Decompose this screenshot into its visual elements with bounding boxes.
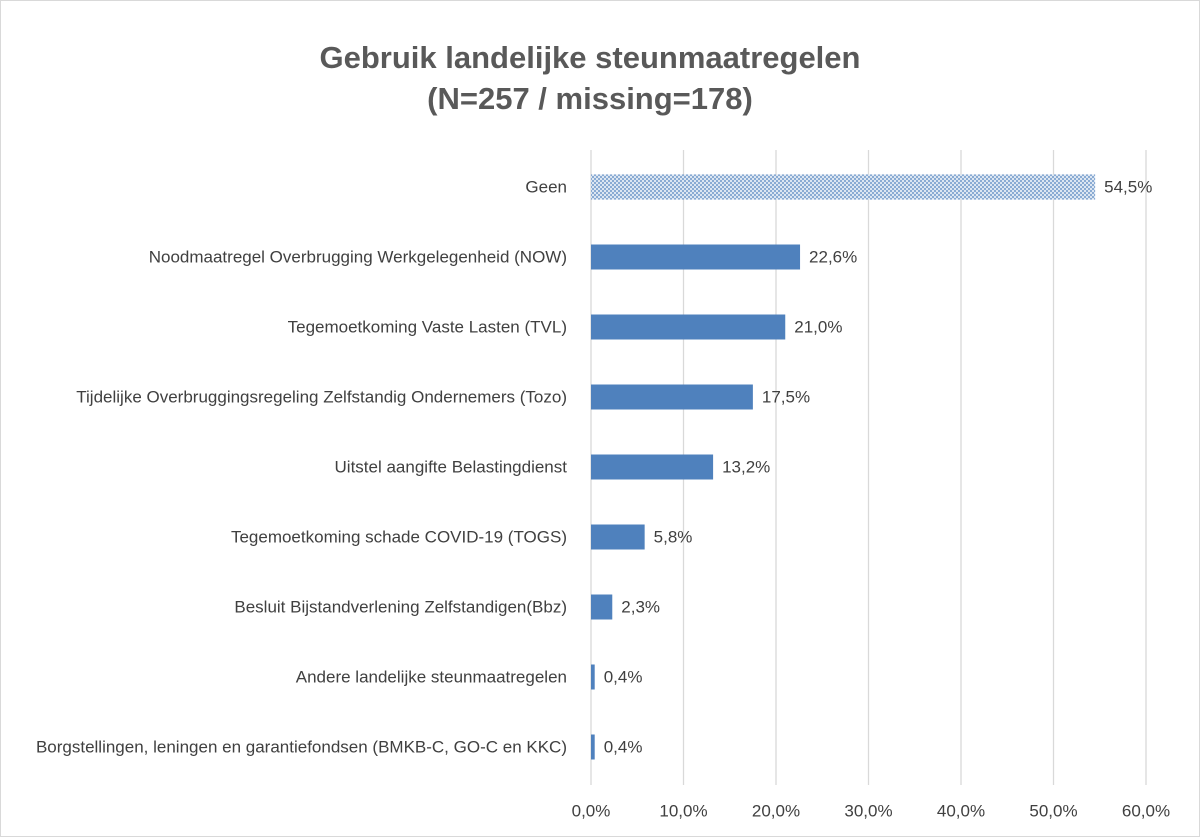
bar [591,174,1096,200]
y-tick-label: Geen [525,177,567,197]
bar [591,734,595,760]
bar [591,384,753,410]
category-label-box: Tegemoetkoming schade COVID-19 (TOGS) [10,526,567,549]
y-tick-label: Uitstel aangifte Belastingdienst [334,457,567,477]
x-tick-label: 30,0% [844,801,892,820]
x-tick-label: 10,0% [659,801,707,820]
chart-subtitle: (N=257 / missing=178) [427,81,753,116]
category-label-box: Uitstel aangifte Belastingdienst [10,456,567,479]
value-label: 22,6% [809,247,857,266]
y-tick-label: Tijdelijke Overbruggingsregeling Zelfsta… [76,387,567,407]
y-tick-label: Andere landelijke steunmaatregelen [295,667,567,687]
bar [591,244,801,270]
y-tick-label: Besluit Bijstandverlening Zelfstandigen(… [234,597,567,617]
x-tick-label: 20,0% [752,801,800,820]
value-label: 0,4% [604,737,643,756]
x-tick-label: 60,0% [1122,801,1170,820]
y-tick-label: Tegemoetkoming Vaste Lasten (TVL) [287,317,567,337]
category-label-box: Tijdelijke Overbruggingsregeling Zelfsta… [10,386,567,409]
value-label: 54,5% [1104,177,1152,196]
bar [591,454,714,480]
y-tick-label: Borgstellingen, leningen en garantiefond… [35,737,567,757]
x-tick-label: 40,0% [937,801,985,820]
value-label: 0,4% [604,667,643,686]
bar [591,664,595,690]
value-label: 17,5% [762,387,810,406]
y-tick-label: Tegemoetkoming schade COVID-19 (TOGS) [230,527,567,547]
x-tick-label: 0,0% [572,801,611,820]
category-label-box: Geen [10,176,567,199]
bar [591,314,786,340]
x-tick-label: 50,0% [1029,801,1077,820]
y-tick-label: Noodmaatregel Overbrugging Werkgelegenhe… [148,247,567,267]
category-label-box: Andere landelijke steunmaatregelen [10,666,567,689]
bar [591,594,613,620]
value-label: 5,8% [654,527,693,546]
value-label: 21,0% [794,317,842,336]
bar [591,524,645,550]
category-label-box: Tegemoetkoming Vaste Lasten (TVL) [10,316,567,339]
value-label: 2,3% [621,597,660,616]
category-label-box: Borgstellingen, leningen en garantiefond… [10,736,567,759]
chart-title: Gebruik landelijke steunmaatregelen [320,40,861,75]
category-label-box: Noodmaatregel Overbrugging Werkgelegenhe… [10,246,567,269]
value-label: 13,2% [722,457,770,476]
category-label-box: Besluit Bijstandverlening Zelfstandigen(… [10,596,567,619]
